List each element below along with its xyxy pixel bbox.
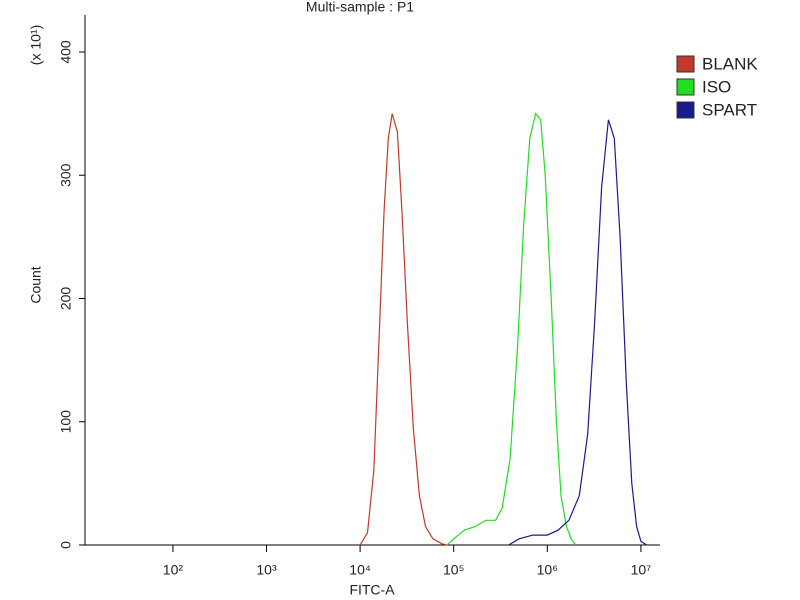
legend-swatch [676, 55, 695, 73]
y-tick-label: 100 [58, 410, 74, 434]
histogram-line [359, 113, 448, 546]
y-axis-label: Count [28, 266, 44, 303]
y-multiplier: (x 10¹) [28, 25, 44, 65]
x-axis-label: FITC-A [349, 582, 395, 598]
y-tick-label: 0 [58, 541, 74, 549]
legend-swatch [676, 78, 695, 96]
legend-label: BLANK [702, 54, 758, 73]
x-tick-label: 10³ [256, 562, 277, 578]
x-tick-label: 10⁶ [537, 562, 558, 578]
y-tick-label: 300 [58, 163, 74, 187]
y-tick-label: 400 [58, 40, 74, 64]
x-tick-label: 10⁵ [443, 562, 464, 578]
legend-label: SPART [702, 100, 757, 119]
x-tick-label: 10² [163, 562, 184, 578]
legend-label: ISO [702, 77, 731, 96]
chart-title: Multi-sample : P1 [306, 0, 414, 15]
y-tick-label: 200 [58, 287, 74, 311]
legend-swatch [676, 101, 695, 119]
histogram-line [508, 119, 647, 546]
x-tick-label: 10⁷ [631, 562, 652, 578]
histogram-line [446, 112, 576, 546]
x-tick-label: 10⁴ [349, 562, 371, 578]
